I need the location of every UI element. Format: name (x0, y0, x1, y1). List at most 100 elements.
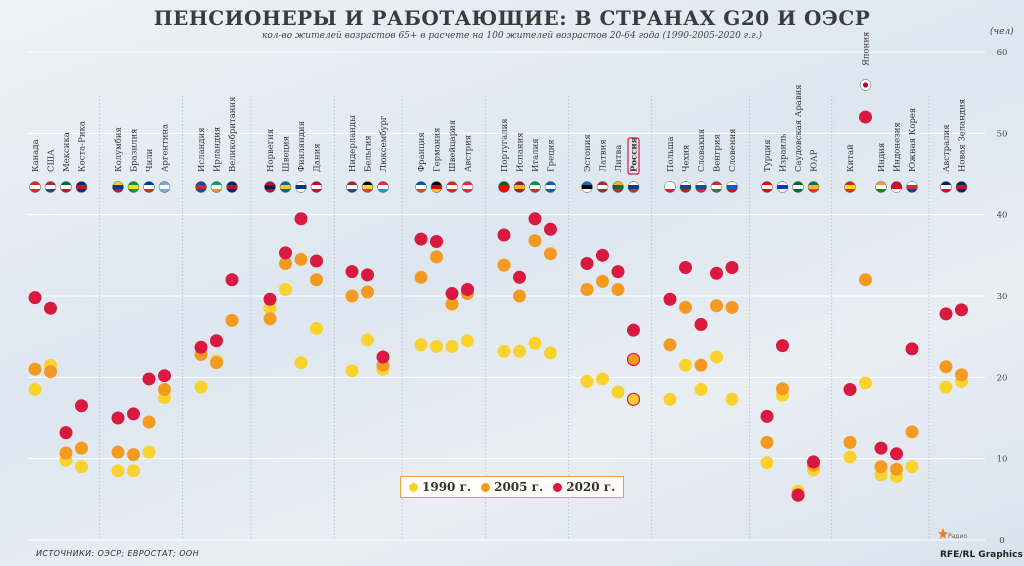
point-2020 (843, 383, 857, 397)
point-2020 (725, 261, 739, 275)
point-1990 (939, 380, 953, 394)
point-2005 (626, 352, 641, 367)
point-2005 (294, 252, 308, 266)
point-2020 (890, 447, 903, 461)
point-2005 (210, 356, 223, 370)
point-2005 (158, 383, 171, 397)
country-flag-icon (875, 181, 887, 193)
country-label: Канада (31, 139, 41, 172)
point-1990 (194, 380, 208, 394)
country-flag-icon (127, 181, 140, 193)
country-label: Япония (862, 32, 872, 66)
point-2005 (776, 382, 789, 396)
point-1990 (611, 385, 625, 399)
point-2005 (580, 282, 594, 296)
y-tick-label-20: 20 (997, 373, 1008, 383)
country-label: Мексика (62, 132, 72, 172)
point-2020 (859, 110, 872, 124)
point-2020 (791, 488, 805, 502)
country-label: Норвегия (266, 129, 276, 172)
point-2020 (210, 334, 223, 348)
country-flag-icon (29, 181, 41, 193)
country-flag-icon (529, 181, 541, 193)
point-2005 (111, 445, 125, 459)
country-label: Новая Зеландия (958, 99, 968, 172)
point-2020 (142, 372, 156, 386)
point-2020 (513, 270, 526, 284)
point-2005 (345, 289, 359, 303)
country-flag-icon (430, 181, 443, 193)
country-label: Южная Корея (908, 108, 918, 172)
country-flag-icon (112, 181, 124, 193)
country-flag-icon (210, 181, 223, 193)
point-2005 (760, 435, 774, 449)
point-1990 (461, 334, 474, 348)
point-1990 (580, 374, 594, 388)
y-axis-unit: (чел) (990, 27, 1014, 37)
point-2020 (679, 261, 692, 275)
country-label: Австрия (464, 135, 474, 172)
country-label: Словакия (697, 129, 707, 172)
country-flag-icon (513, 181, 526, 193)
point-1990 (760, 456, 774, 470)
point-2005 (59, 446, 73, 460)
point-2005 (310, 273, 323, 287)
country-label: Литва (614, 145, 624, 172)
country-flag-icon (859, 79, 872, 91)
country-flag-icon (158, 181, 171, 193)
point-2005 (905, 425, 919, 439)
point-1990 (310, 322, 323, 336)
chart-title: ПЕНСИОНЕРЫ И РАБОТАЮЩИЕ: В СТРАНАХ G20 И… (153, 6, 871, 30)
point-2020 (596, 248, 609, 262)
country-flag-icon (75, 181, 88, 193)
radio-logo-icon (938, 528, 948, 539)
point-1990 (859, 376, 872, 390)
point-2020 (627, 323, 640, 337)
point-1990 (430, 339, 443, 353)
point-2005 (710, 299, 723, 313)
y-tick-label-10: 10 (997, 455, 1008, 465)
point-2020 (376, 350, 390, 364)
country-label: Польша (666, 136, 676, 172)
point-2020 (580, 256, 594, 270)
point-2005 (843, 435, 857, 449)
point-1990 (710, 350, 723, 364)
country-flag-icon (807, 181, 820, 193)
country-label: Бразилия (130, 129, 140, 172)
country-flag-icon (695, 181, 707, 193)
point-1990 (294, 356, 308, 370)
country-label: Венгрия (713, 134, 723, 172)
y-tick-label-30: 30 (997, 292, 1008, 302)
point-1990 (497, 344, 511, 358)
country-label: Нидерланды (348, 115, 358, 172)
point-1990 (75, 460, 88, 474)
country-label: Греция (547, 139, 557, 172)
point-1990 (28, 383, 42, 397)
point-2020 (874, 441, 888, 455)
country-label: Дания (313, 143, 323, 172)
chart-subtitle: кол-во жителей возрастов 65+ в расчете н… (261, 31, 762, 41)
y-tick-label-60: 60 (997, 48, 1008, 58)
country-flag-icon (143, 181, 155, 193)
point-2020 (905, 342, 919, 356)
point-2005 (694, 358, 708, 372)
legend-item-2020: 2020 г. (553, 480, 615, 494)
point-2020 (158, 369, 171, 383)
point-2020 (430, 235, 443, 249)
point-2005 (513, 289, 526, 303)
country-label: Индия (877, 143, 887, 172)
point-2020 (694, 317, 708, 331)
point-2005 (142, 415, 156, 429)
point-2020 (445, 287, 459, 301)
y-tick-label-50: 50 (997, 129, 1008, 139)
country-flag-icon (627, 181, 640, 193)
point-2005 (127, 448, 140, 462)
country-flag-icon (726, 181, 738, 193)
point-1990 (544, 346, 557, 360)
country-label: США (47, 149, 57, 172)
country-label: Китай (846, 144, 856, 172)
point-2005 (44, 365, 57, 379)
country-label: Чили (145, 148, 155, 172)
country-flag-icon (44, 181, 57, 193)
